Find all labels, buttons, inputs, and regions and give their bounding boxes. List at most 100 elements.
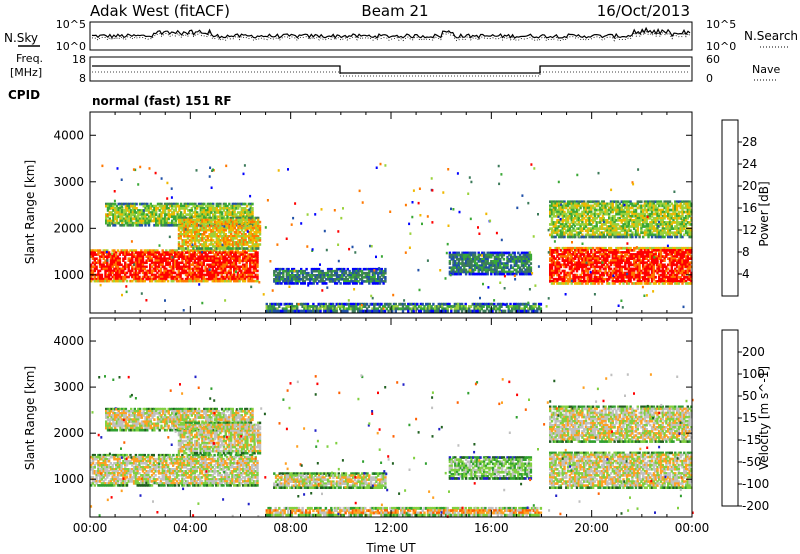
heatmap-cell	[128, 202, 131, 206]
heatmap-cell	[280, 276, 283, 279]
heatmap-cell	[549, 246, 552, 250]
heatmap-cell	[591, 261, 595, 265]
heatmap-cell	[200, 273, 204, 277]
heatmap-cell	[105, 221, 108, 225]
nave-label: Nave	[752, 63, 780, 76]
heatmap-cell	[153, 204, 156, 208]
heatmap-cell	[515, 268, 518, 272]
heatmap-cell	[513, 260, 516, 263]
heatmap-cell	[188, 239, 191, 242]
heatmap-cell	[206, 249, 209, 252]
heatmap-cell	[193, 265, 197, 269]
heatmap-cell	[579, 255, 582, 258]
heatmap-cell	[132, 255, 136, 258]
heatmap-cell	[149, 219, 152, 223]
heatmap-cell	[258, 233, 262, 236]
heatmap-cell	[149, 211, 152, 214]
heatmap-cell	[251, 223, 254, 227]
heatmap-cell	[217, 228, 220, 232]
heatmap-cell	[138, 263, 141, 267]
heatmap-cell	[183, 226, 186, 230]
heatmap-cell	[135, 221, 138, 225]
heatmap-cell	[222, 255, 225, 258]
heatmap-cell	[105, 219, 108, 223]
heatmap-cell	[124, 249, 127, 252]
heatmap-cell	[549, 280, 552, 283]
heatmap-cell	[463, 253, 466, 257]
heatmap-cell	[199, 273, 202, 277]
heatmap-cell	[131, 261, 134, 265]
heatmap-cell	[215, 251, 218, 254]
heatmap-cell	[464, 253, 468, 257]
heatmap-cell	[249, 267, 252, 271]
heatmap-cell	[526, 253, 529, 257]
heatmap-cell	[168, 273, 172, 277]
heatmap-cell	[143, 275, 146, 279]
heatmap-cell	[606, 255, 609, 258]
heatmap-cell	[201, 213, 204, 216]
heatmap-cell	[593, 249, 597, 252]
heatmap-cell	[513, 272, 516, 276]
heatmap-cell	[581, 253, 584, 256]
heatmap-cell	[206, 279, 209, 283]
heatmap-cell	[118, 251, 121, 254]
heatmap-cell	[251, 245, 254, 248]
heatmap-cell	[470, 251, 473, 255]
heatmap-cell	[100, 267, 104, 271]
heatmap-cell	[110, 213, 113, 216]
heatmap-cell	[168, 261, 172, 265]
heatmap-cell	[170, 253, 173, 256]
heatmap-cell	[229, 259, 232, 262]
heatmap-cell	[235, 220, 238, 224]
heatmap-cell	[163, 223, 167, 227]
heatmap-cell	[526, 262, 529, 265]
heatmap-cell	[520, 272, 524, 276]
heatmap-cell	[590, 275, 593, 279]
heatmap-cell	[162, 217, 165, 221]
heatmap-cell	[141, 261, 145, 265]
heatmap-cell	[150, 257, 154, 260]
heatmap-cell	[117, 209, 120, 212]
heatmap-cell	[588, 263, 591, 267]
heatmap-cell	[323, 276, 326, 279]
heatmap-cell	[204, 224, 208, 228]
heatmap-cell	[561, 255, 564, 258]
heatmap-cell	[237, 211, 240, 214]
heatmap-cell	[559, 275, 563, 279]
heatmap-cell	[176, 223, 179, 227]
heatmap-cell	[186, 241, 190, 244]
heatmap-cell	[215, 271, 218, 275]
heatmap-cell	[254, 273, 257, 277]
heatmap-cell	[184, 273, 188, 277]
heatmap-cell	[328, 278, 332, 281]
heatmap-cell	[584, 265, 588, 269]
heatmap-cell	[162, 209, 165, 212]
heatmap-cell	[300, 267, 303, 271]
heatmap-cell	[493, 255, 497, 259]
heatmap-cell	[583, 249, 586, 252]
heatmap-cell	[179, 220, 182, 224]
heatmap-cell	[134, 251, 138, 254]
heatmap-cell	[197, 259, 200, 262]
heatmap-cell	[224, 253, 227, 256]
heatmap-cell	[384, 278, 387, 281]
heatmap-cell	[201, 222, 204, 226]
heatmap-cell	[181, 271, 184, 275]
heatmap-cell	[224, 222, 227, 226]
heatmap-cell	[255, 239, 258, 242]
heatmap-cell	[558, 269, 561, 273]
heatmap-cell	[165, 277, 168, 281]
heatmap-cell	[209, 273, 213, 277]
heatmap-cell	[357, 276, 360, 279]
heatmap-cell	[597, 259, 600, 262]
heatmap-cell	[517, 270, 520, 274]
heatmap-cell	[165, 259, 168, 262]
heatmap-cell	[193, 261, 197, 265]
heatmap-cell	[581, 259, 584, 262]
heatmap-cell	[210, 202, 213, 206]
heatmap-cell	[550, 267, 554, 271]
heatmap-cell	[115, 257, 118, 260]
heatmap-cell	[246, 235, 249, 238]
heatmap-cell	[115, 277, 118, 281]
heatmap-cell	[188, 269, 191, 273]
